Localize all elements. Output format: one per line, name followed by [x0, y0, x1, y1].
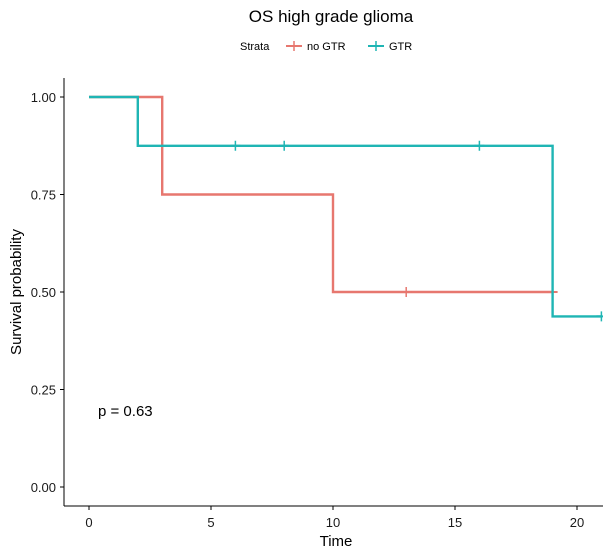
chart-title: OS high grade glioma — [249, 7, 414, 26]
y-tick-label: 0.00 — [31, 480, 56, 495]
legend: Strata no GTR GTR — [240, 41, 412, 53]
legend-title: Strata — [240, 41, 270, 53]
y-tick-label: 0.50 — [31, 285, 56, 300]
y-axis-ticks: 0.00 0.25 0.50 0.75 1.00 — [31, 90, 64, 495]
x-tick-label: 5 — [207, 515, 214, 530]
series-layer — [89, 95, 603, 322]
legend-label-gtr: GTR — [389, 41, 412, 53]
legend-label-no-gtr: no GTR — [307, 41, 346, 53]
y-axis-title: Survival probability — [8, 229, 25, 355]
x-tick-label: 20 — [570, 515, 584, 530]
x-axis-title: Time — [320, 533, 353, 550]
p-value-annotation: p = 0.63 — [98, 403, 153, 420]
y-tick-label: 1.00 — [31, 90, 56, 105]
x-tick-label: 10 — [326, 515, 340, 530]
x-tick-label: 0 — [85, 515, 92, 530]
y-tick-label: 0.25 — [31, 383, 56, 398]
y-tick-label: 0.75 — [31, 188, 56, 203]
x-tick-label: 15 — [448, 515, 462, 530]
series-line-no-gtr — [89, 95, 553, 294]
series-line-gtr — [89, 95, 602, 318]
x-axis-ticks: 0 5 10 15 20 — [85, 506, 584, 530]
